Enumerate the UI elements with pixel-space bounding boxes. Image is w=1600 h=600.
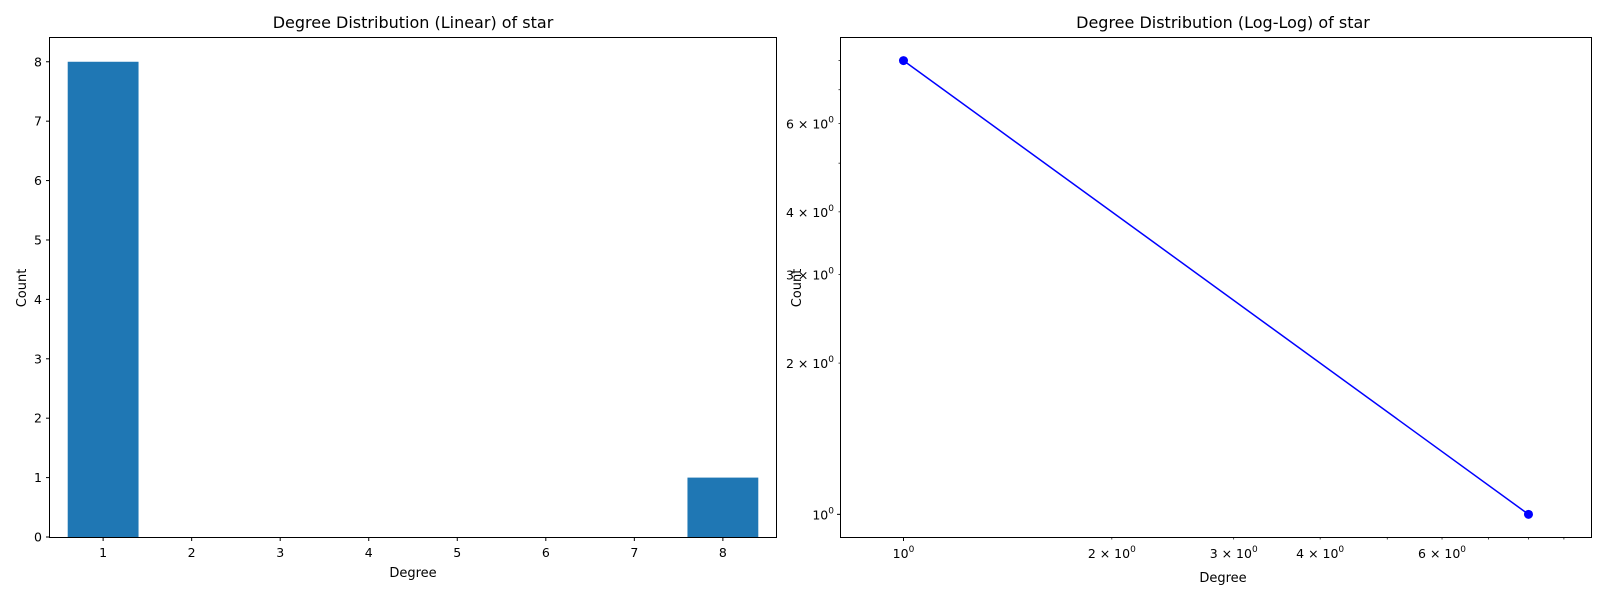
- x-tick-label: 5: [453, 545, 461, 560]
- data-point: [1523, 509, 1533, 519]
- y-tick-label: 2 × 100: [786, 355, 834, 371]
- loglog-line-chart: Degree Distribution (Log-Log) of star 10…: [786, 13, 1592, 586]
- x-tick-label: 4 × 100: [1296, 545, 1344, 561]
- series-line: [903, 60, 1529, 515]
- y-tick-label: 4: [34, 292, 42, 307]
- y-tick-label: 4 × 100: [786, 204, 834, 220]
- y-tick-label: 5: [34, 232, 42, 247]
- y-tick-label: 7: [34, 114, 42, 129]
- linear-plot-frame: [49, 37, 777, 538]
- x-tick-label: 2 × 100: [1088, 545, 1136, 561]
- x-tick-label: 2: [188, 545, 196, 560]
- x-tick-label: 1: [99, 545, 107, 560]
- y-tick-label: 8: [34, 54, 42, 69]
- y-tick-label: 3: [34, 351, 42, 366]
- loglog-plot-frame: [840, 37, 1592, 538]
- loglog-x-ticks: 100 2 × 100 3 × 100 4 × 100 6 × 100: [893, 537, 1565, 561]
- data-point: [898, 56, 908, 66]
- linear-bar-chart: Degree Distribution (Linear) of star 1 2 3…: [15, 13, 777, 581]
- x-tick-label: 8: [719, 545, 727, 560]
- loglog-x-axis-label: Degree: [1199, 571, 1246, 586]
- x-tick-label: 6 × 100: [1418, 545, 1466, 561]
- y-tick-label: 3 × 100: [786, 267, 834, 283]
- x-tick-label: 3 × 100: [1210, 545, 1258, 561]
- y-tick-label: 6 × 100: [786, 115, 834, 131]
- y-tick-label: 100: [812, 506, 834, 522]
- loglog-series: [898, 56, 1533, 519]
- linear-x-axis-label: Degree: [389, 566, 436, 581]
- loglog-y-ticks: 100 2 × 100 3 × 100 4 × 100 6 × 100: [786, 60, 841, 522]
- linear-chart-title: Degree Distribution (Linear) of star: [273, 13, 554, 32]
- bar-degree-1: [67, 61, 139, 538]
- linear-x-ticks: 1 2 3 4 5 6 7 8: [99, 537, 727, 560]
- loglog-chart-title: Degree Distribution (Log-Log) of star: [1076, 13, 1370, 32]
- x-tick-label: 100: [893, 545, 915, 561]
- x-tick-label: 3: [276, 545, 284, 560]
- linear-y-axis-label: Count: [15, 269, 30, 308]
- y-tick-label: 6: [34, 173, 42, 188]
- x-tick-label: 7: [630, 545, 638, 560]
- linear-bars: [67, 61, 759, 538]
- linear-y-ticks: 0 1 2 3 4 5 6 7 8: [34, 54, 50, 545]
- x-tick-label: 6: [542, 545, 550, 560]
- y-tick-label: 2: [34, 411, 42, 426]
- y-tick-label: 1: [34, 470, 42, 485]
- loglog-y-axis-label: Count: [790, 269, 805, 308]
- y-tick-label: 0: [34, 530, 42, 545]
- bar-degree-8: [687, 477, 759, 537]
- x-tick-label: 4: [365, 545, 373, 560]
